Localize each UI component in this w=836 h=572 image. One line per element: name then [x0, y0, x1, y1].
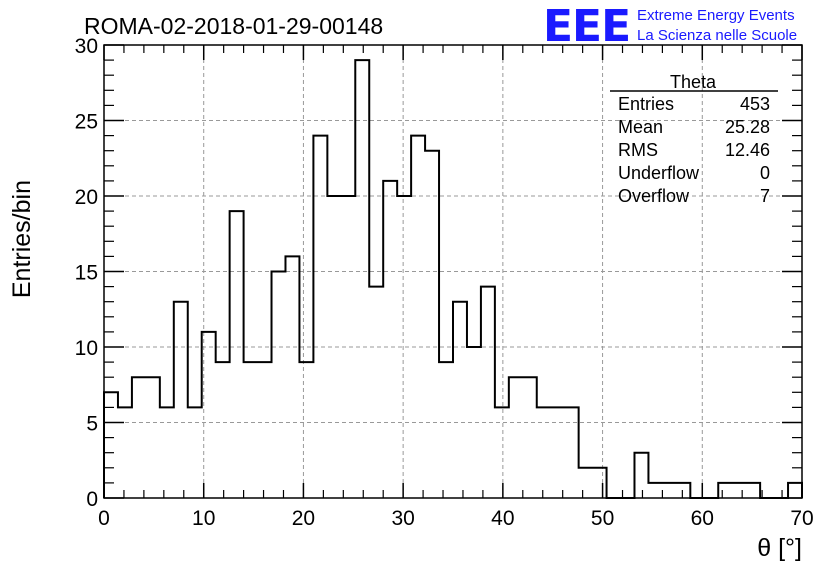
y-tick-label: 20: [75, 186, 98, 209]
stats-row-value: 0: [760, 163, 770, 183]
histogram-bin: [355, 60, 369, 498]
y-tick-label: 10: [75, 337, 98, 360]
histogram-bin: [523, 377, 537, 498]
logo-line-2: La Scienza nelle Scuole: [637, 27, 797, 44]
histogram-bin: [118, 407, 132, 498]
x-tick-label: 70: [790, 507, 813, 530]
histogram-bin: [537, 407, 551, 498]
histogram-bin: [272, 272, 286, 499]
histogram-bin: [216, 362, 230, 498]
y-tick-label: 30: [75, 35, 98, 58]
histogram-bin: [676, 483, 690, 498]
stats-box: Theta Entries 453 Mean 25.28 RMS 12.46 Underfl…: [610, 72, 778, 206]
histogram-bin: [425, 151, 439, 498]
x-tick-label: 40: [491, 507, 514, 530]
histogram-bin: [383, 181, 397, 498]
logo-line-1: Extreme Energy Events: [637, 7, 795, 24]
histogram-bin: [299, 362, 313, 498]
x-tick-labels: 0 10 20 30 40 50 60 70: [98, 507, 814, 530]
histogram-bin: [732, 483, 746, 498]
stats-row-label: Mean: [618, 117, 663, 137]
eee-logo: EEE Extreme Energy Events La Scienza nel…: [543, 1, 797, 52]
y-axis-label: Entries/bin: [8, 180, 36, 298]
chart-title: ROMA-02-2018-01-29-00148: [84, 13, 383, 39]
histogram-bin: [132, 377, 146, 498]
stats-row-label: Entries: [618, 94, 674, 114]
x-tick-label: 20: [292, 507, 315, 530]
histogram-bin: [104, 392, 118, 498]
histogram-bin: [593, 468, 607, 498]
histogram-bin: [174, 302, 188, 498]
histogram-bin: [285, 256, 299, 498]
histogram-bin: [746, 483, 760, 498]
histogram-bin: [551, 407, 565, 498]
stats-row-label: Underflow: [618, 163, 700, 183]
histogram-bin: [369, 287, 383, 498]
histogram-bin: [244, 362, 258, 498]
x-tick-label: 50: [591, 507, 614, 530]
histogram-outline: [103, 59, 803, 499]
x-tick-label: 10: [192, 507, 215, 530]
histogram-bin: [467, 347, 481, 498]
stats-row-value: 453: [740, 94, 770, 114]
histogram-bin: [648, 483, 662, 498]
histogram-bin: [495, 407, 509, 498]
stats-rows: Entries 453 Mean 25.28 RMS 12.46 Underflow 0 Ove…: [618, 94, 770, 206]
histogram-bin: [439, 362, 453, 498]
histogram-bin: [509, 377, 523, 498]
logo-mark: EEE: [543, 1, 630, 52]
y-tick-label: 5: [86, 413, 98, 436]
y-tick-label: 25: [75, 111, 98, 134]
histogram-bin: [188, 407, 202, 498]
histogram-bins: [104, 60, 802, 498]
stats-row-value: 12.46: [725, 140, 770, 160]
stats-row-value: 7: [760, 186, 770, 206]
histogram-bin: [634, 453, 648, 498]
y-tick-label: 15: [75, 262, 98, 285]
x-tick-label: 0: [98, 507, 110, 530]
y-tick-label: 0: [86, 488, 98, 511]
histogram-bin: [411, 136, 425, 498]
histogram-bin: [718, 483, 732, 498]
grid-lines: [104, 45, 802, 498]
histogram-bin: [230, 211, 244, 498]
histogram-bin: [565, 407, 579, 498]
stats-title: Theta: [670, 72, 717, 92]
stats-row-label: Overflow: [618, 186, 690, 206]
histogram-bin: [788, 483, 802, 498]
stats-row-value: 25.28: [725, 117, 770, 137]
histogram-bin: [397, 196, 411, 498]
histogram-bin: [313, 136, 327, 498]
histogram-bin: [202, 332, 216, 498]
histogram-bin: [160, 407, 174, 498]
x-axis-label: θ [°]: [757, 534, 802, 562]
x-tick-label: 60: [691, 507, 714, 530]
histogram-bin: [341, 196, 355, 498]
histogram-bin: [662, 483, 676, 498]
y-tick-labels: 0 5 10 15 20 25 30: [75, 35, 98, 511]
histogram-bin: [327, 196, 341, 498]
axis-ticks: [103, 44, 803, 499]
histogram-bin: [481, 287, 495, 498]
histogram-bin: [579, 468, 593, 498]
histogram-bin: [453, 302, 467, 498]
stats-row-label: RMS: [618, 140, 658, 160]
histogram-bin: [146, 377, 160, 498]
histogram-bin: [258, 362, 272, 498]
x-tick-label: 30: [391, 507, 414, 530]
